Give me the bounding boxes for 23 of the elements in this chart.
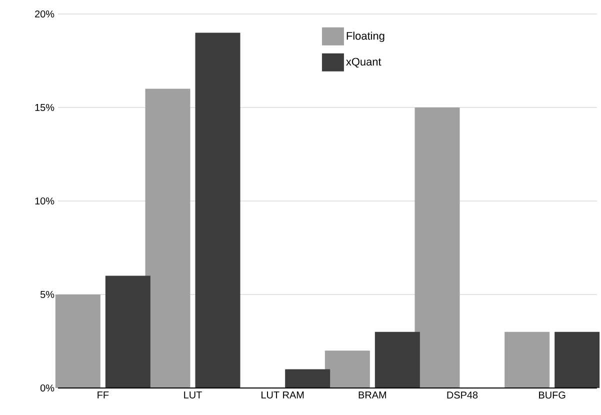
x-tick-label: DSP48 <box>447 392 478 399</box>
x-tick-label: FF <box>98 392 109 398</box>
y-tick-label: 20% <box>35 10 54 18</box>
bar <box>554 332 600 388</box>
legend-label: xQuant <box>346 58 382 68</box>
bar <box>504 332 550 388</box>
x-tick-label: LUT <box>184 392 202 398</box>
legend-label: Floating <box>346 32 384 42</box>
y-tick-label: 5% <box>40 290 54 298</box>
bar <box>55 294 100 388</box>
bar <box>105 276 150 388</box>
bar <box>324 350 370 388</box>
bar <box>414 108 460 388</box>
x-tick-label: BUFG <box>539 392 566 399</box>
bar <box>145 88 190 388</box>
y-tick-label: 15% <box>35 104 54 111</box>
bar <box>374 332 420 388</box>
bar <box>195 32 240 388</box>
x-tick-label: BRAM <box>358 392 386 398</box>
y-tick-label: 10% <box>35 197 54 205</box>
bar <box>285 369 330 388</box>
x-tick-label: LUT RAM <box>262 392 304 398</box>
y-tick-label: 0% <box>40 384 54 392</box>
